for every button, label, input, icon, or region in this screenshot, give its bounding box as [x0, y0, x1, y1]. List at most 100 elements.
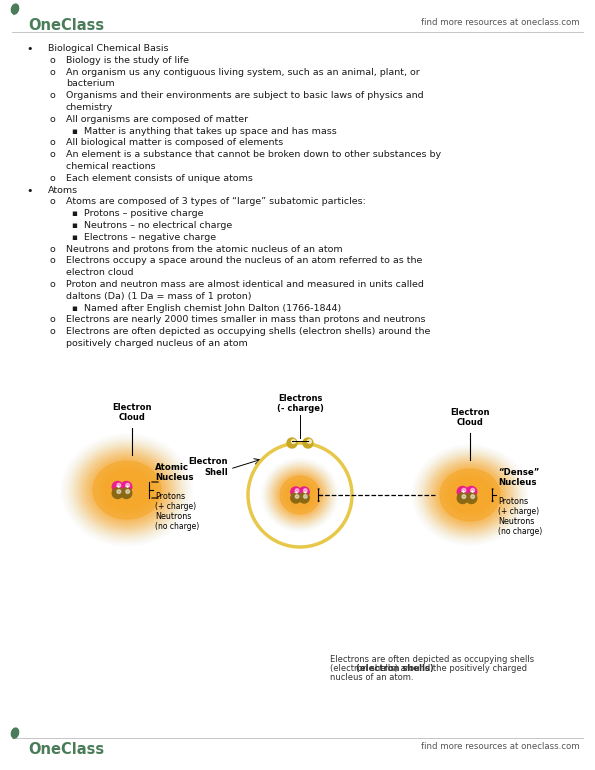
- Text: Protons: Protons: [155, 492, 185, 501]
- Ellipse shape: [99, 466, 155, 514]
- Circle shape: [303, 489, 307, 492]
- Text: o: o: [49, 327, 55, 336]
- Text: (no charge): (no charge): [155, 522, 199, 531]
- Ellipse shape: [438, 467, 502, 523]
- Ellipse shape: [80, 450, 174, 531]
- Ellipse shape: [440, 469, 500, 521]
- Text: o: o: [49, 316, 55, 324]
- Circle shape: [121, 488, 131, 498]
- Text: o: o: [49, 68, 55, 76]
- Text: positively charged nucleus of an atom: positively charged nucleus of an atom: [66, 339, 248, 348]
- Ellipse shape: [102, 468, 152, 511]
- Text: ▪: ▪: [71, 209, 77, 218]
- Text: o: o: [49, 150, 55, 159]
- Ellipse shape: [445, 474, 495, 517]
- Ellipse shape: [89, 457, 165, 522]
- Ellipse shape: [448, 476, 492, 514]
- Text: Neutrons and protons from the atomic nucleus of an atom: Neutrons and protons from the atomic nuc…: [66, 245, 343, 253]
- Text: o: o: [49, 256, 55, 266]
- Text: (no charge): (no charge): [498, 527, 542, 536]
- Ellipse shape: [449, 477, 491, 513]
- Circle shape: [471, 488, 475, 492]
- Ellipse shape: [274, 470, 326, 520]
- Text: Electron
Shell: Electron Shell: [189, 457, 228, 477]
- Circle shape: [462, 488, 466, 492]
- Ellipse shape: [446, 474, 494, 515]
- Ellipse shape: [11, 728, 18, 738]
- Circle shape: [126, 490, 130, 494]
- Circle shape: [121, 481, 131, 492]
- Ellipse shape: [273, 470, 327, 521]
- Ellipse shape: [424, 455, 516, 535]
- Ellipse shape: [105, 471, 149, 509]
- Circle shape: [471, 494, 475, 498]
- Text: Neutrons: Neutrons: [498, 517, 534, 526]
- Ellipse shape: [86, 455, 168, 525]
- Circle shape: [295, 494, 299, 498]
- Circle shape: [457, 493, 468, 504]
- Ellipse shape: [276, 472, 324, 518]
- Ellipse shape: [287, 483, 313, 507]
- Text: Protons: Protons: [498, 497, 528, 506]
- Ellipse shape: [283, 478, 318, 512]
- Text: nucleus of an atom.: nucleus of an atom.: [330, 673, 414, 682]
- Circle shape: [126, 484, 130, 487]
- Text: o: o: [49, 55, 55, 65]
- Ellipse shape: [95, 463, 158, 517]
- Circle shape: [303, 494, 307, 498]
- Circle shape: [303, 438, 313, 448]
- Text: +: +: [302, 490, 306, 494]
- Circle shape: [117, 490, 121, 494]
- Ellipse shape: [75, 446, 179, 534]
- Ellipse shape: [435, 465, 505, 525]
- Text: ▪: ▪: [71, 221, 77, 230]
- Ellipse shape: [104, 470, 151, 510]
- Text: Electrons are often depicted as occupying shells: Electrons are often depicted as occupyin…: [330, 655, 534, 664]
- Ellipse shape: [437, 466, 503, 524]
- Ellipse shape: [92, 460, 162, 520]
- Circle shape: [466, 487, 477, 497]
- Text: “Dense”
Nucleus: “Dense” Nucleus: [498, 467, 540, 487]
- Text: An organism us any contiguous living system, such as an animal, plant, or: An organism us any contiguous living sys…: [66, 68, 419, 76]
- Text: Electrons – negative charge: Electrons – negative charge: [84, 233, 216, 242]
- Text: o: o: [49, 139, 55, 147]
- Text: +: +: [124, 484, 129, 490]
- Circle shape: [287, 438, 297, 448]
- Text: (electron shells): (electron shells): [355, 664, 433, 673]
- Circle shape: [299, 487, 309, 497]
- Ellipse shape: [11, 4, 18, 14]
- Text: •: •: [27, 44, 33, 54]
- Ellipse shape: [87, 457, 167, 524]
- Text: electron cloud: electron cloud: [66, 268, 133, 277]
- Text: find more resources at oneclass.com: find more resources at oneclass.com: [421, 742, 580, 751]
- Ellipse shape: [81, 451, 173, 529]
- Text: Biological Chemical Basis: Biological Chemical Basis: [48, 44, 168, 53]
- Text: bacterium: bacterium: [66, 79, 115, 89]
- Ellipse shape: [78, 448, 176, 532]
- Ellipse shape: [433, 463, 508, 527]
- Ellipse shape: [280, 476, 320, 514]
- Circle shape: [299, 493, 309, 503]
- Ellipse shape: [425, 457, 515, 534]
- Text: find more resources at oneclass.com: find more resources at oneclass.com: [421, 18, 580, 27]
- Text: o: o: [49, 174, 55, 182]
- Circle shape: [291, 487, 301, 497]
- Text: o: o: [49, 91, 55, 100]
- Ellipse shape: [431, 461, 509, 529]
- Text: chemical reactions: chemical reactions: [66, 162, 156, 171]
- Text: +: +: [469, 490, 474, 494]
- Text: Atoms: Atoms: [48, 186, 78, 195]
- Text: o: o: [49, 245, 55, 253]
- Ellipse shape: [444, 472, 496, 518]
- Ellipse shape: [430, 460, 511, 530]
- Text: Atoms are composed of 3 types of “large” subatomic particles:: Atoms are composed of 3 types of “large”…: [66, 197, 366, 206]
- Text: Matter is anything that takes up space and has mass: Matter is anything that takes up space a…: [84, 126, 337, 136]
- Text: Organisms and their environments are subject to basic laws of physics and: Organisms and their environments are sub…: [66, 91, 424, 100]
- Ellipse shape: [439, 468, 500, 521]
- Ellipse shape: [97, 464, 157, 516]
- Ellipse shape: [278, 475, 321, 515]
- Circle shape: [462, 494, 466, 498]
- Text: o: o: [49, 115, 55, 124]
- Ellipse shape: [90, 459, 163, 521]
- Text: Electron
Cloud: Electron Cloud: [450, 407, 490, 427]
